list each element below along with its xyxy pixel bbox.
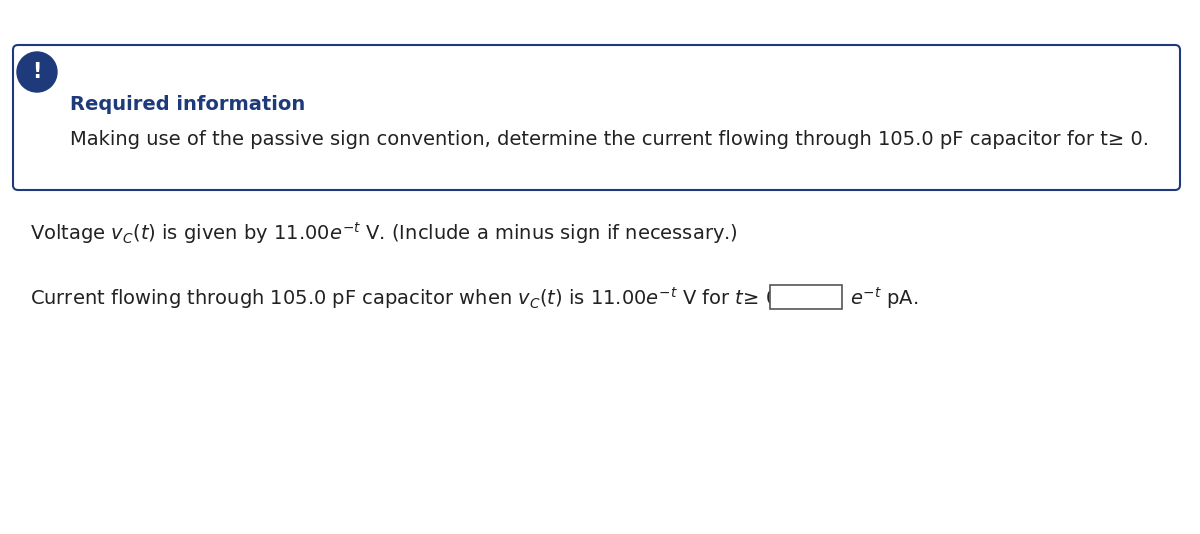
Text: Current flowing through 105.0 pF capacitor when $v_C(t)$ is 11.00$e^{-t}$ V for : Current flowing through 105.0 pF capacit… — [30, 285, 800, 311]
FancyBboxPatch shape — [13, 45, 1180, 190]
Text: $e^{-t}$ pA.: $e^{-t}$ pA. — [850, 285, 918, 311]
FancyBboxPatch shape — [770, 285, 842, 309]
Text: Required information: Required information — [70, 95, 305, 114]
Text: Making use of the passive sign convention, determine the current flowing through: Making use of the passive sign conventio… — [70, 130, 1150, 149]
Text: !: ! — [32, 62, 42, 82]
Text: Voltage $v_C(t)$ is given by 11.00$e^{-t}$ V. (Include a minus sign if necessary: Voltage $v_C(t)$ is given by 11.00$e^{-t… — [30, 220, 738, 246]
Circle shape — [17, 52, 58, 92]
